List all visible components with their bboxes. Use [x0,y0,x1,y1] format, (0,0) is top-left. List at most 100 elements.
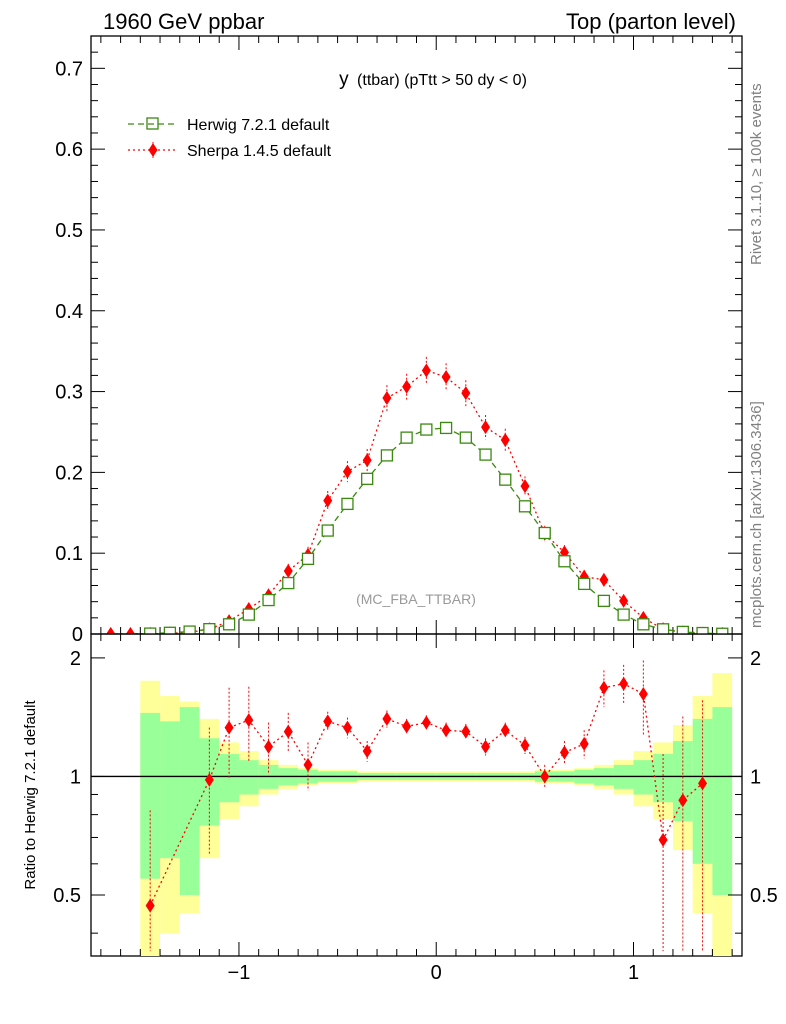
sherpa-point [283,563,293,578]
ratio-sherpa-point [698,776,708,791]
ratio-sherpa-point [441,723,451,738]
ratio-panel: 0.5 0.5 1 1 2 2 −1 0 1 [53,634,778,984]
ratio-sherpa-point [638,686,648,701]
sherpa-point [323,493,333,508]
sherpa-point [106,626,116,634]
sherpa-point [599,572,609,587]
ratio-sherpa-point [323,714,333,729]
legend-herwig-label: Herwig 7.2.1 default [187,117,330,134]
mcplots-label: mcplots.cern.ch [arXiv:1306.3436] [748,401,765,628]
herwig-point [400,431,413,444]
ratio-sherpa-point [283,724,293,739]
ratio-ytick-label-left: 1 [70,766,81,788]
header-left: 1960 GeV ppbar [103,9,264,34]
sherpa-point [461,386,471,401]
herwig-point [558,555,571,568]
sherpa-point [619,593,629,608]
sherpa-point [342,464,352,479]
herwig-point [637,618,650,631]
ratio-sherpa-point [500,723,510,738]
ratio-sherpa-point [342,720,352,735]
herwig-point [321,524,334,537]
herwig-point [301,552,315,565]
sherpa-point [481,420,491,435]
ratio-sherpa-point [224,720,234,735]
ratio-sherpa-point [145,898,155,913]
herwig-point [420,423,433,436]
ratio-sherpa-point [382,711,392,726]
herwig-point [361,472,374,485]
herwig-point [597,594,611,608]
herwig-point [242,608,255,621]
ratio-sherpa-point [599,680,609,695]
sherpa-point [382,391,392,406]
ratio-ylabel: Ratio to Herwig 7.2.1 default [22,700,39,890]
analysis-watermark: (MC_FBA_TTBAR) [356,591,476,607]
sherpa-point [441,370,451,385]
ratio-ytick-label-left: 0.5 [53,885,81,907]
ratio-sherpa-point [658,832,668,847]
ratio-sherpa-point [303,757,313,772]
herwig-point [578,577,591,591]
herwig-point [538,526,551,540]
ratio-sherpa-point [559,745,569,760]
ratio-band-inner [160,721,180,859]
herwig-point [262,593,275,607]
main-ytick-label: 0.2 [55,462,83,484]
ratio-sherpa-point [619,676,629,691]
main-ytick-label: 0.6 [55,139,83,161]
plot-title: y (ttbar) (pTtt > 50 dy < 0) [339,69,527,90]
sherpa-point [500,433,510,448]
legend-sherpa-label: Sherpa 1.4.5 default [187,143,332,160]
ratio-sherpa-point [461,724,471,739]
ratio-xtick-label: 1 [628,962,639,984]
herwig-point [380,449,394,462]
ratio-band-inner [219,754,239,803]
ratio-sherpa-point [362,744,372,759]
ratio-band-inner [140,712,161,879]
herwig-point [696,626,709,634]
legend-sherpa-marker [148,143,158,157]
sherpa-point [402,379,412,394]
ratio-band-inner [179,707,200,895]
ratio-band-inner [692,718,713,864]
sherpa-point [421,363,431,378]
ratio-band-inner [238,760,259,795]
ratio-ytick-label-right: 0.5 [750,885,778,907]
ratio-xtick-label: −1 [228,962,251,984]
ratio-sherpa-point [421,715,431,730]
sherpa-line [110,369,723,634]
herwig-point [459,431,472,444]
ratio-xtick-label: 0 [431,962,442,984]
ratio-band-inner [712,707,733,895]
herwig-point [282,576,295,590]
main-ytick-label: 0.4 [55,301,83,323]
herwig-point [222,618,236,631]
plot-title-sub: (ttbar) (pTtt > 50 dy < 0) [357,72,527,89]
herwig-point [479,448,492,461]
herwig-point [203,623,216,634]
ratio-sherpa-point [579,736,589,751]
herwig-point [518,500,532,513]
herwig-point [617,608,630,621]
herwig-point [183,625,196,634]
ratio-sherpa-point [540,769,550,784]
ratio-sherpa-point [402,719,412,734]
rivet-label: Rivet 3.1.10, ≥ 100k events [748,83,765,265]
ratio-sherpa-point [264,739,274,754]
herwig-point [439,421,453,435]
ratio-ytick-label-right: 2 [750,648,761,670]
ratio-ytick-label-right: 1 [750,766,761,788]
sherpa-point [520,479,530,494]
main-series-group [106,356,729,634]
main-panel: 0 0.1 0.2 0.3 0.4 0.5 0.6 0.7 [55,36,742,646]
herwig-point [163,626,177,634]
main-ytick-label: 0.5 [55,220,83,242]
main-ytick-label: 0 [72,624,83,646]
header-right: Top (parton level) [566,9,736,34]
ratio-sherpa-point [481,739,491,754]
ratio-sherpa-point [520,738,530,753]
herwig-point [676,625,689,634]
herwig-point [656,623,670,634]
